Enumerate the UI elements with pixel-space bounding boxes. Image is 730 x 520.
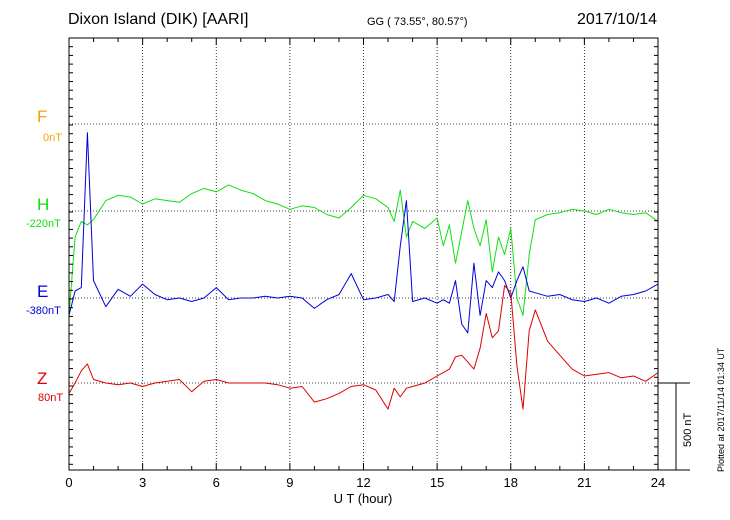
series-z-line: [68, 285, 659, 410]
component-h-label: H: [37, 195, 50, 214]
x-tick-label: 12: [356, 475, 370, 490]
x-tick-label: 3: [139, 475, 146, 490]
scale-bar-label: 500 nT: [682, 412, 694, 447]
scale-bar: [658, 382, 690, 471]
ticks: 0 3 6 9 12 15 18 21 24: [65, 37, 665, 490]
grid: [69, 38, 658, 470]
x-tick-label: 24: [651, 475, 665, 490]
series-layer: [68, 132, 659, 410]
series-e-line: [68, 132, 659, 334]
component-f-baseline: 0nT: [43, 132, 62, 144]
component-z-baseline: 80nT: [38, 392, 64, 404]
date-label: 2017/10/14: [577, 11, 658, 28]
x-tick-label: 0: [65, 475, 72, 490]
component-z-label: Z: [37, 369, 48, 388]
x-axis-label: U T (hour): [334, 491, 393, 506]
x-tick-label: 21: [577, 475, 591, 490]
x-tick-label: 18: [504, 475, 518, 490]
series-h-line: [68, 184, 659, 316]
plotted-timestamp: Plotted at 2017/11/14 01:34 UT: [716, 347, 726, 472]
component-f-label: F: [37, 107, 48, 126]
x-tick-label: 15: [430, 475, 444, 490]
x-tick-label: 6: [213, 475, 220, 490]
station-title: Dixon Island (DIK) [AARI]: [68, 11, 249, 28]
geographic-coordinates: GG ( 73.55°, 80.57°): [367, 16, 468, 28]
x-tick-label: 9: [286, 475, 293, 490]
component-h-baseline: -220nT: [26, 218, 61, 230]
component-e-baseline: -380nT: [26, 305, 61, 317]
component-e-label: E: [37, 282, 49, 301]
